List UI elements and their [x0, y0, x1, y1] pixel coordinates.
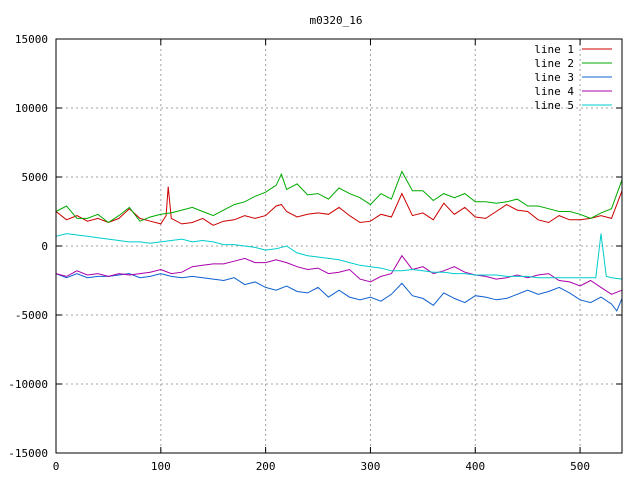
legend-label: line 5 [534, 99, 574, 112]
legend-label: line 3 [534, 71, 574, 84]
series-layer [55, 170, 623, 312]
x-tick-label: 500 [570, 460, 590, 473]
series-line-2 [55, 170, 623, 224]
plot-frame [55, 38, 623, 454]
series-line-1 [55, 186, 623, 226]
x-tick-label: 400 [465, 460, 485, 473]
series-line-3 [55, 273, 623, 312]
x-tick-label: 0 [53, 460, 60, 473]
y-tick-label: 15000 [15, 33, 48, 46]
x-tick-label: 100 [151, 460, 171, 473]
series-line-4 [55, 254, 623, 295]
x-tick-label: 200 [256, 460, 276, 473]
y-tick-label: -10000 [8, 378, 48, 391]
grid [56, 39, 622, 453]
x-tick-label: 300 [361, 460, 381, 473]
legend-label: line 4 [534, 85, 574, 98]
y-tick-label: -5000 [15, 309, 48, 322]
y-tick-label: -15000 [8, 447, 48, 460]
legend-label: line 2 [534, 57, 574, 70]
y-tick-label: 5000 [22, 171, 49, 184]
y-tick-label: 10000 [15, 102, 48, 115]
axis-ticks: -15000 -10000 -5000 0 5000 10000 15000 0 100 200 3… [8, 33, 622, 473]
legend-label: line 1 [534, 43, 574, 56]
chart-title: m0320_16 [310, 14, 363, 27]
series-line-5 [55, 233, 623, 280]
y-tick-label: 0 [41, 240, 48, 253]
